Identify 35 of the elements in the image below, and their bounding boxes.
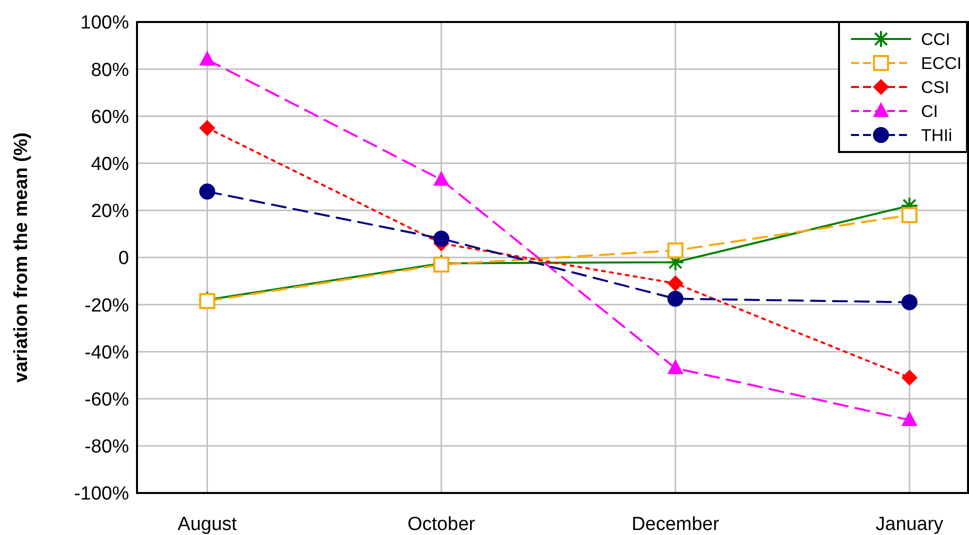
point <box>667 275 684 292</box>
point <box>199 120 216 136</box>
point <box>433 170 450 186</box>
point <box>433 256 450 273</box>
legend-label: CSI <box>921 78 950 97</box>
legend-label: ECCI <box>921 54 962 73</box>
y-tick-label: 60% <box>90 106 130 128</box>
y-tick-label: 0 <box>118 248 129 270</box>
y-tick-label: 20% <box>90 201 130 222</box>
legend-label: CCI <box>921 30 950 49</box>
x-tick-label: December <box>632 514 720 535</box>
y-tick-label: 80% <box>90 60 130 81</box>
legend-label: CI <box>921 102 938 121</box>
point <box>433 230 450 247</box>
point <box>667 290 684 307</box>
point <box>901 294 918 310</box>
y-tick-label: -40% <box>84 342 130 364</box>
point <box>901 207 918 224</box>
point <box>667 242 684 258</box>
point <box>901 370 918 386</box>
legend-label: THIi <box>921 126 952 145</box>
x-tick-label: January <box>876 514 944 535</box>
point <box>199 293 216 310</box>
y-tick-label: 100% <box>80 12 130 34</box>
y-axis-title: variation from the mean (%) <box>11 132 32 383</box>
x-tick-label: October <box>408 514 476 535</box>
point <box>667 359 684 374</box>
y-tick-label: -60% <box>84 389 130 410</box>
y-tick-label: 40% <box>90 154 130 175</box>
y-tick-label: -80% <box>84 436 130 458</box>
point <box>199 50 216 66</box>
x-tick-label: August <box>178 514 238 535</box>
y-tick-label: -20% <box>84 295 130 316</box>
point <box>199 184 216 200</box>
y-tick-label: -100% <box>74 484 130 505</box>
